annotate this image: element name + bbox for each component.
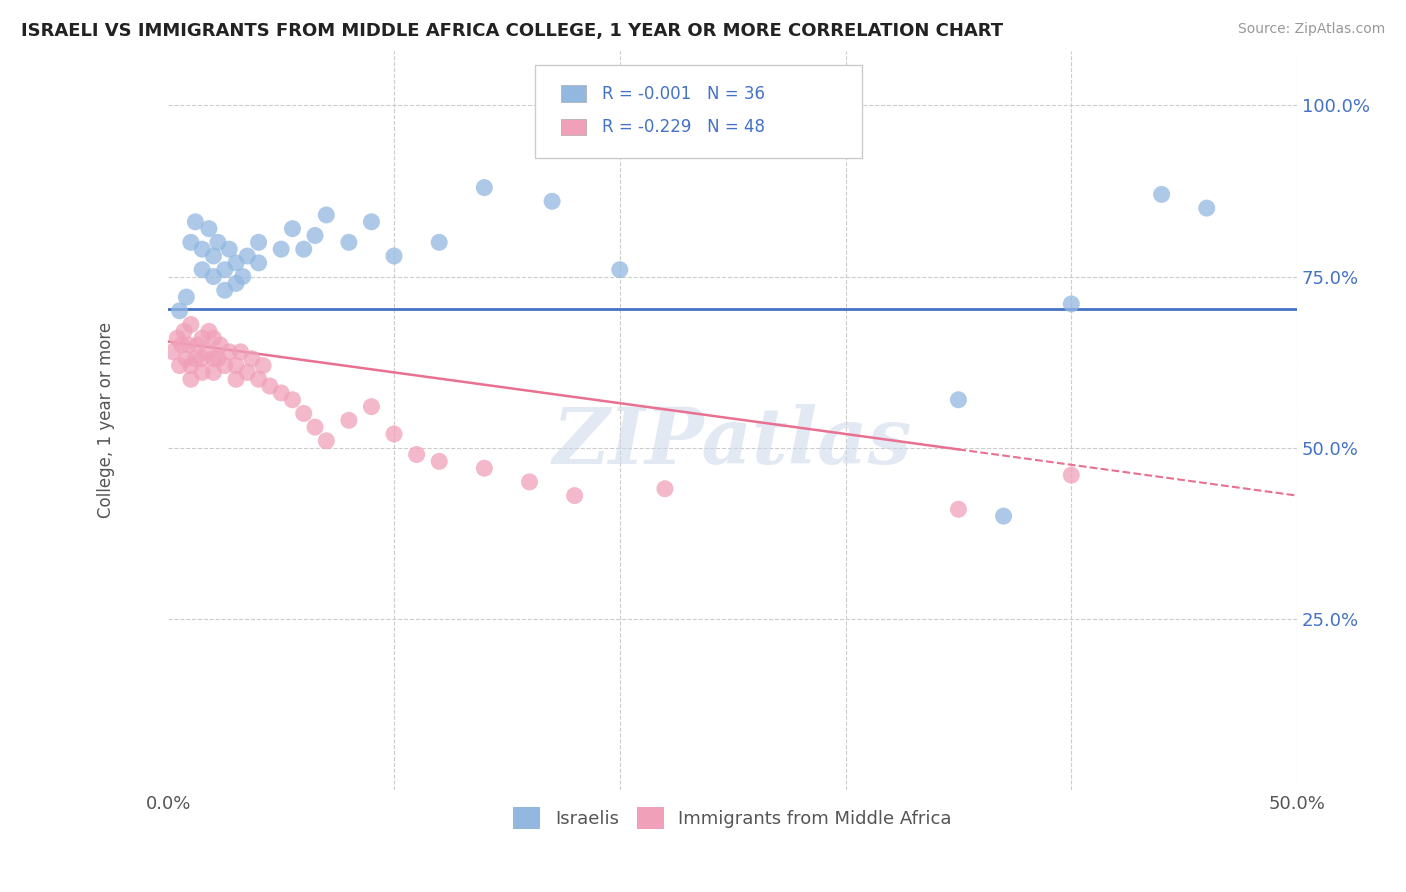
Point <box>218 242 240 256</box>
Point <box>247 372 270 386</box>
Point <box>337 413 360 427</box>
Point <box>180 372 202 386</box>
Point <box>180 235 202 250</box>
Point <box>281 221 304 235</box>
Point <box>225 372 247 386</box>
Point <box>948 392 970 407</box>
Point <box>191 331 214 345</box>
Point <box>214 262 236 277</box>
Point <box>187 338 209 352</box>
Point <box>162 344 184 359</box>
Text: Source: ZipAtlas.com: Source: ZipAtlas.com <box>1237 22 1385 37</box>
Point <box>195 344 218 359</box>
Point <box>191 365 214 379</box>
Point <box>337 235 360 250</box>
Point <box>252 359 274 373</box>
Point <box>191 351 214 366</box>
Point <box>519 475 541 489</box>
Point <box>218 344 240 359</box>
Point <box>170 338 193 352</box>
Point <box>198 324 221 338</box>
Point <box>1060 468 1083 483</box>
Point <box>382 427 405 442</box>
Point <box>270 385 292 400</box>
Point <box>360 215 382 229</box>
Point <box>247 256 270 270</box>
Point <box>948 502 970 516</box>
Point <box>427 235 450 250</box>
Point <box>405 448 427 462</box>
Point <box>1195 201 1218 215</box>
Point <box>229 344 252 359</box>
Point <box>214 359 236 373</box>
Point <box>541 194 564 209</box>
Point <box>564 489 586 503</box>
FancyBboxPatch shape <box>561 86 586 102</box>
Point <box>184 351 207 366</box>
Point <box>225 277 247 291</box>
Point <box>270 242 292 256</box>
Point <box>191 242 214 256</box>
Point <box>166 331 188 345</box>
Point <box>209 338 232 352</box>
Point <box>202 365 225 379</box>
Point <box>360 400 382 414</box>
Point <box>304 420 326 434</box>
Point <box>993 509 1015 524</box>
Text: R = -0.001   N = 36: R = -0.001 N = 36 <box>602 85 765 103</box>
Point <box>236 249 259 263</box>
Point <box>292 242 315 256</box>
Point <box>214 283 236 297</box>
Point <box>177 338 200 352</box>
Point <box>207 235 229 250</box>
Point <box>184 215 207 229</box>
Point <box>472 461 495 475</box>
Point <box>173 324 195 338</box>
FancyBboxPatch shape <box>561 119 586 135</box>
Point <box>202 331 225 345</box>
Point <box>609 262 631 277</box>
Point <box>247 235 270 250</box>
Text: ISRAELI VS IMMIGRANTS FROM MIDDLE AFRICA COLLEGE, 1 YEAR OR MORE CORRELATION CHA: ISRAELI VS IMMIGRANTS FROM MIDDLE AFRICA… <box>21 22 1004 40</box>
Text: ZIPatlas: ZIPatlas <box>553 404 912 481</box>
Point <box>281 392 304 407</box>
Point <box>207 351 229 366</box>
Legend: Israelis, Immigrants from Middle Africa: Israelis, Immigrants from Middle Africa <box>506 800 959 837</box>
Point <box>427 454 450 468</box>
Point <box>169 359 191 373</box>
Point <box>180 359 202 373</box>
Point <box>232 269 254 284</box>
Point <box>292 407 315 421</box>
Point <box>1150 187 1173 202</box>
Point <box>382 249 405 263</box>
Point <box>202 351 225 366</box>
Point <box>169 303 191 318</box>
Point <box>180 318 202 332</box>
Point <box>240 351 263 366</box>
Point <box>304 228 326 243</box>
Point <box>315 208 337 222</box>
Text: R = -0.229   N = 48: R = -0.229 N = 48 <box>602 118 765 136</box>
Point <box>225 359 247 373</box>
Point <box>472 180 495 194</box>
Point <box>259 379 281 393</box>
Point <box>176 290 198 304</box>
Point <box>225 256 247 270</box>
Point <box>236 365 259 379</box>
Point <box>198 221 221 235</box>
Point <box>202 249 225 263</box>
Point <box>202 269 225 284</box>
FancyBboxPatch shape <box>536 65 862 158</box>
Point <box>654 482 676 496</box>
Point <box>1060 297 1083 311</box>
Point <box>176 351 198 366</box>
Point <box>315 434 337 448</box>
Point <box>191 262 214 277</box>
Text: College, 1 year or more: College, 1 year or more <box>97 322 115 518</box>
